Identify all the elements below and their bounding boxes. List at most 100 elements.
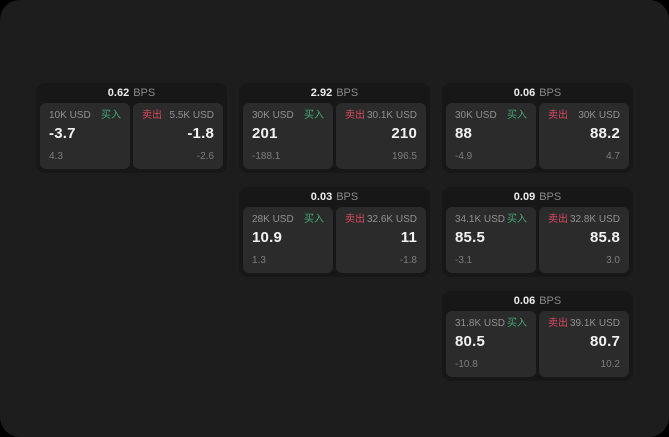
buy-price: 88 <box>455 125 473 142</box>
buy-notional: 30K USD <box>455 110 497 121</box>
buy-side-label: 买入 <box>507 318 527 329</box>
quote-panels: 34.1K USD 买入 85.5 -3.1 卖出 32.8K USD 85.8… <box>442 207 633 277</box>
bps-spread: 0.06 BPS <box>442 291 633 311</box>
sell-side-label: 卖出 <box>548 318 568 329</box>
sell-notional: 30K USD <box>578 110 620 121</box>
panel-header: 28K USD 买入 <box>252 214 324 226</box>
buy-price: 201 <box>252 125 278 142</box>
sell-notional: 32.8K USD <box>569 214 620 225</box>
panel-header: 卖出 39.1K USD <box>548 318 620 330</box>
panel-header: 卖出 30K USD <box>548 110 620 122</box>
sell-side-label: 卖出 <box>548 110 568 121</box>
quote-grid: 0.62 BPS 10K USD 买入 -3.7 4.3 卖出 <box>36 83 633 381</box>
bps-spread: 0.03 BPS <box>239 187 430 207</box>
sell-quote-panel[interactable]: 卖出 32.8K USD 85.8 3.0 <box>539 207 629 273</box>
buy-side-label: 买入 <box>101 110 121 121</box>
bps-unit-label: BPS <box>539 87 562 99</box>
buy-price: 10.9 <box>252 229 282 246</box>
buy-notional: 31.8K USD <box>455 318 506 329</box>
sell-delta: 196.5 <box>391 151 417 162</box>
quote-panels: 30K USD 买入 201 -188.1 卖出 30.1K USD 210 1… <box>239 103 430 173</box>
bps-spread: 0.09 BPS <box>442 187 633 207</box>
panel-header: 34.1K USD 买入 <box>455 214 527 226</box>
bps-unit-label: BPS <box>133 87 156 99</box>
buy-quote-panel[interactable]: 34.1K USD 买入 85.5 -3.1 <box>446 207 536 273</box>
buy-price: 80.5 <box>455 333 485 350</box>
panel-header: 31.8K USD 买入 <box>455 318 527 330</box>
buy-delta: -3.1 <box>455 255 473 266</box>
panel-header: 卖出 5.5K USD <box>142 110 214 122</box>
buy-quote-panel[interactable]: 30K USD 买入 88 -4.9 <box>446 103 536 169</box>
sell-notional: 5.5K USD <box>169 110 214 121</box>
bps-value: 0.06 <box>513 87 536 99</box>
buy-quote-panel[interactable]: 31.8K USD 买入 80.5 -10.8 <box>446 311 536 377</box>
sell-delta: -2.6 <box>196 151 214 162</box>
buy-quote-panel[interactable]: 28K USD 买入 10.9 1.3 <box>243 207 333 273</box>
buy-notional: 30K USD <box>252 110 294 121</box>
buy-quote-panel[interactable]: 10K USD 买入 -3.7 4.3 <box>40 103 130 169</box>
panel-header: 30K USD 买入 <box>252 110 324 122</box>
buy-price: 85.5 <box>455 229 485 246</box>
quote-card: 0.09 BPS 34.1K USD 买入 85.5 -3.1 卖出 <box>442 187 633 277</box>
bps-unit-label: BPS <box>336 191 359 203</box>
sell-quote-panel[interactable]: 卖出 30K USD 88.2 4.7 <box>539 103 629 169</box>
bps-spread: 0.62 BPS <box>36 83 227 103</box>
quote-card: 2.92 BPS 30K USD 买入 201 -188.1 卖出 <box>239 83 430 173</box>
sell-quote-panel[interactable]: 卖出 5.5K USD -1.8 -2.6 <box>133 103 223 169</box>
quote-panels: 31.8K USD 买入 80.5 -10.8 卖出 39.1K USD 80.… <box>442 311 633 381</box>
buy-delta: -4.9 <box>455 151 473 162</box>
buy-delta: -188.1 <box>252 151 281 162</box>
bps-value: 2.92 <box>310 87 333 99</box>
sell-delta: 10.2 <box>600 359 620 370</box>
quote-card: 0.06 BPS 31.8K USD 买入 80.5 -10.8 卖 <box>442 291 633 381</box>
sell-price: 210 <box>391 125 417 142</box>
sell-delta: 4.7 <box>606 151 620 162</box>
sell-quote-panel[interactable]: 卖出 32.6K USD 11 -1.8 <box>336 207 426 273</box>
sell-side-label: 卖出 <box>548 214 568 225</box>
quote-panels: 30K USD 买入 88 -4.9 卖出 30K USD 88.2 4.7 <box>442 103 633 173</box>
quote-card: 0.03 BPS 28K USD 买入 10.9 1.3 卖出 <box>239 187 430 277</box>
panel-header: 卖出 32.6K USD <box>345 214 417 226</box>
sell-side-label: 卖出 <box>142 110 162 121</box>
bps-unit-label: BPS <box>336 87 359 99</box>
sell-notional: 39.1K USD <box>569 318 620 329</box>
panel-header: 30K USD 买入 <box>455 110 527 122</box>
sell-notional: 30.1K USD <box>366 110 417 121</box>
buy-notional: 28K USD <box>252 214 294 225</box>
sell-side-label: 卖出 <box>345 214 365 225</box>
buy-delta: 1.3 <box>252 255 266 266</box>
bps-spread: 0.06 BPS <box>442 83 633 103</box>
sell-side-label: 卖出 <box>345 110 365 121</box>
buy-delta: -10.8 <box>455 359 478 370</box>
sell-notional: 32.6K USD <box>366 214 417 225</box>
quote-panels: 28K USD 买入 10.9 1.3 卖出 32.6K USD 11 -1.8 <box>239 207 430 277</box>
bps-value: 0.09 <box>513 191 536 203</box>
buy-price: -3.7 <box>49 125 76 142</box>
buy-side-label: 买入 <box>304 110 324 121</box>
panel-header: 卖出 32.8K USD <box>548 214 620 226</box>
buy-quote-panel[interactable]: 30K USD 买入 201 -188.1 <box>243 103 333 169</box>
sell-quote-panel[interactable]: 卖出 30.1K USD 210 196.5 <box>336 103 426 169</box>
sell-price: 85.8 <box>590 229 620 246</box>
bps-unit-label: BPS <box>539 295 562 307</box>
sell-price: 80.7 <box>590 333 620 350</box>
buy-notional: 10K USD <box>49 110 91 121</box>
sell-price: -1.8 <box>187 125 214 142</box>
bps-value: 0.06 <box>513 295 536 307</box>
buy-side-label: 买入 <box>304 214 324 225</box>
buy-side-label: 买入 <box>507 110 527 121</box>
buy-notional: 34.1K USD <box>455 214 506 225</box>
sell-delta: 3.0 <box>606 255 620 266</box>
bps-value: 0.62 <box>107 87 130 99</box>
sell-quote-panel[interactable]: 卖出 39.1K USD 80.7 10.2 <box>539 311 629 377</box>
buy-side-label: 买入 <box>507 214 527 225</box>
bps-value: 0.03 <box>310 191 333 203</box>
bps-unit-label: BPS <box>539 191 562 203</box>
quote-card: 0.06 BPS 30K USD 买入 88 -4.9 卖出 <box>442 83 633 173</box>
panel-header: 卖出 30.1K USD <box>345 110 417 122</box>
buy-delta: 4.3 <box>49 151 63 162</box>
quote-panels: 10K USD 买入 -3.7 4.3 卖出 5.5K USD -1.8 -2.… <box>36 103 227 173</box>
sell-price: 88.2 <box>590 125 620 142</box>
